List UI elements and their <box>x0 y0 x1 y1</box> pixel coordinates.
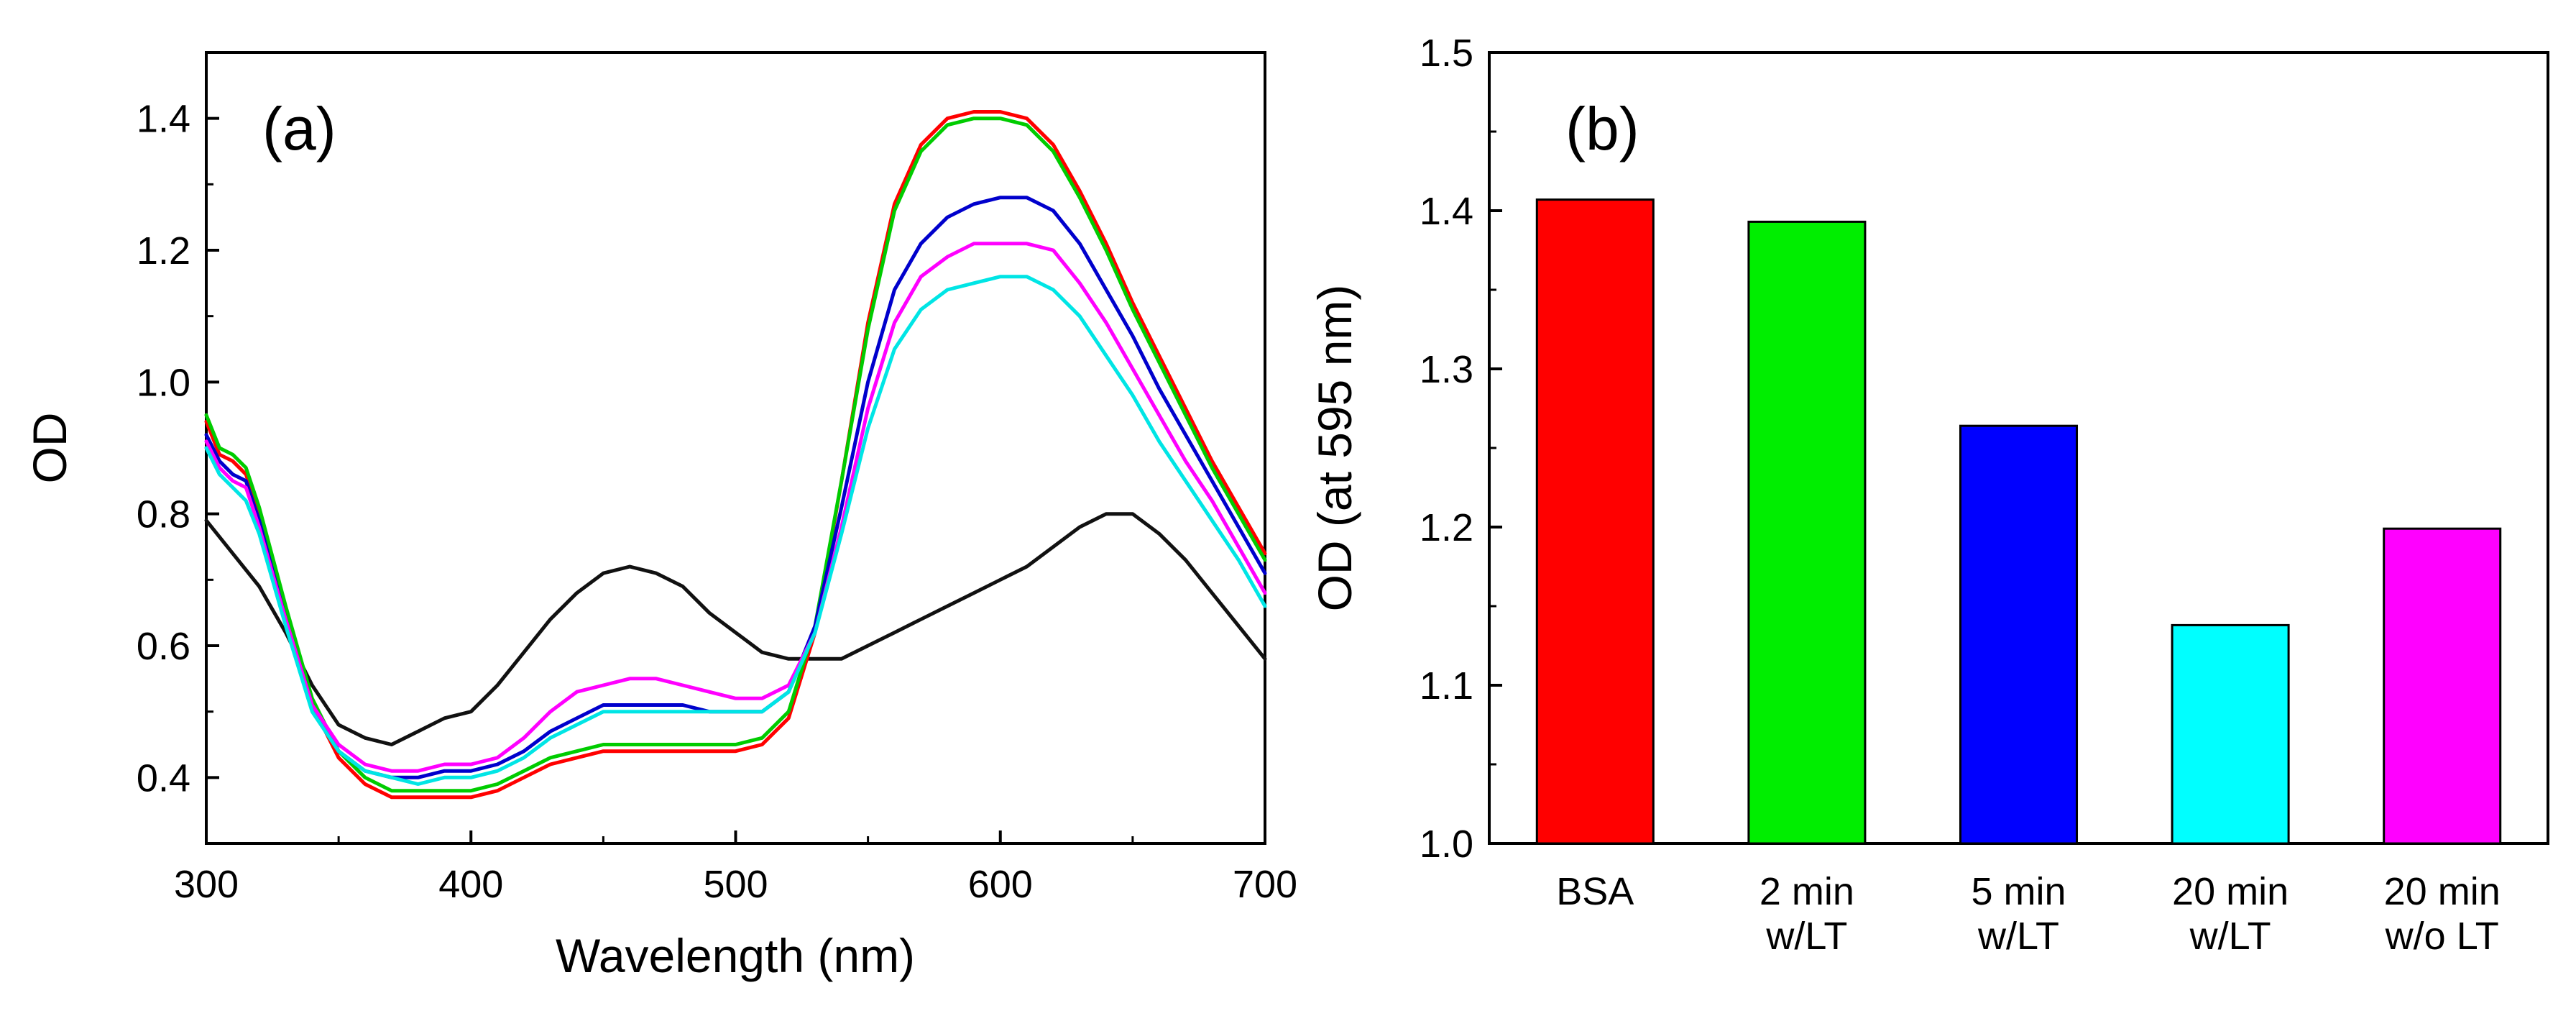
panel-a-label: (a) <box>262 95 336 163</box>
panel-a-series <box>204 110 1267 800</box>
panel-a-y-tick-label: 0.8 <box>137 493 190 536</box>
panel-a-line-chart: 300 400 500 600 700 0.4 0.6 0.8 1.0 1.2 1.4 (a) Wa… <box>23 51 1297 982</box>
panel-a-y-tick-label: 1.0 <box>137 361 190 404</box>
category-label: 2 min <box>1760 870 1854 913</box>
category-label: 20 min <box>2384 870 2501 913</box>
panel-b-y-tick-label: 1.4 <box>1420 190 1473 233</box>
panel-b-tick-labels: 1.0 1.1 1.2 1.3 1.4 1.5 <box>1420 32 1473 866</box>
bar-1 <box>1747 220 1867 845</box>
series-line-green <box>204 116 1267 793</box>
panel-b-y-tick-label: 1.5 <box>1420 32 1473 75</box>
category-label: 5 min <box>1971 870 2066 913</box>
panel-a-y-tick-label: 1.2 <box>137 229 190 273</box>
panel-a-x-tick-label: 500 <box>703 863 768 906</box>
bar-4 <box>2383 527 2502 845</box>
panel-b-bars <box>1535 198 2502 845</box>
panel-a-x-axis-title: Wavelength (nm) <box>556 929 915 982</box>
bar-2 <box>1959 424 2079 845</box>
panel-a-frame <box>205 51 1266 845</box>
bar-0 <box>1535 198 1655 845</box>
panel-b-ticks <box>1489 51 1502 845</box>
panel-a-y-tick-label: 0.4 <box>137 756 190 800</box>
category-label: w/LT <box>1977 915 2059 958</box>
category-label: w/LT <box>1765 915 1847 958</box>
panel-b-y-tick-label: 1.2 <box>1420 506 1473 549</box>
panel-b-y-tick-label: 1.3 <box>1420 348 1473 391</box>
panel-a-tick-labels: 300 400 500 600 700 0.4 0.6 0.8 1.0 1.2 1.4 <box>137 98 1297 906</box>
panel-a-ticks <box>205 116 1266 845</box>
panel-a-x-tick-label: 700 <box>1233 863 1297 906</box>
category-label: BSA <box>1556 870 1634 913</box>
category-label: w/o LT <box>2385 915 2499 958</box>
panel-b-label: (b) <box>1565 95 1639 163</box>
category-label: 20 min <box>2172 870 2288 913</box>
series-line-black <box>204 512 1267 746</box>
panel-a-x-tick-label: 600 <box>968 863 1033 906</box>
panel-b-y-tick-label: 1.1 <box>1420 664 1473 708</box>
panel-a-y-axis-title: OD <box>23 413 76 484</box>
panel-b-y-tick-label: 1.0 <box>1420 823 1473 866</box>
panel-b-y-axis-title: OD (at 595 nm) <box>1308 285 1361 612</box>
bar-3 <box>2171 623 2290 845</box>
series-line-blue <box>204 196 1267 779</box>
category-label: w/LT <box>2189 915 2271 958</box>
panel-a-y-tick-label: 0.6 <box>137 625 190 668</box>
panel-a-y-tick-label: 1.4 <box>137 98 190 141</box>
panel-a-x-tick-label: 300 <box>174 863 239 906</box>
series-line-red <box>204 110 1267 800</box>
panel-a-x-tick-label: 400 <box>438 863 503 906</box>
series-line-magenta <box>204 242 1267 773</box>
series-line-cyan <box>204 275 1267 786</box>
